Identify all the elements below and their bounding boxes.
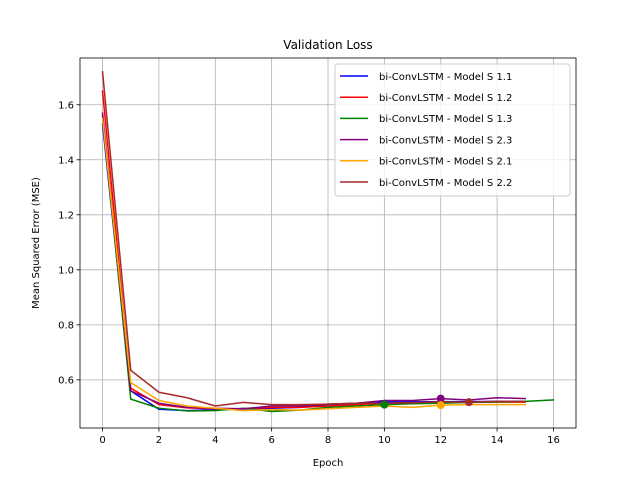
y-tick-label: 1.2 (58, 210, 74, 221)
legend-label-6: bi-ConvLSTM - Model S 2.2 (379, 178, 512, 189)
y-tick-label: 1.4 (58, 155, 74, 166)
chart-title: Validation Loss (283, 38, 372, 52)
legend-label-3: bi-ConvLSTM - Model S 1.3 (379, 114, 512, 125)
legend: bi-ConvLSTM - Model S 1.1 bi-ConvLSTM - M… (334, 63, 571, 197)
legend-label-4: bi-ConvLSTM - Model S 2.3 (379, 135, 512, 146)
x-tick-label: 2 (156, 435, 162, 446)
x-axis-label: Epoch (313, 458, 344, 469)
series-marker-3 (380, 400, 389, 409)
legend-entries: bi-ConvLSTM - Model S 1.1 bi-ConvLSTM - M… (340, 72, 512, 189)
y-axis-ticks: 0.6 0.8 1.0 1.2 1.4 1.6 (58, 100, 80, 386)
y-axis-label: Mean Squared Error (MSE) (31, 177, 42, 309)
y-tick-label: 1.0 (58, 265, 74, 276)
x-tick-label: 14 (491, 435, 504, 446)
series-marker-4 (436, 394, 445, 403)
y-tick-label: 0.8 (58, 320, 74, 331)
x-axis-ticks: 0 2 4 6 8 10 12 14 16 (99, 428, 560, 446)
series-line-5 (101, 117, 527, 412)
legend-label-5: bi-ConvLSTM - Model S 2.1 (379, 157, 512, 168)
x-tick-label: 0 (99, 435, 105, 446)
series-marker-5 (436, 401, 445, 410)
series-marker-6 (464, 398, 473, 407)
legend-label-1: bi-ConvLSTM - Model S 1.1 (379, 72, 512, 83)
y-tick-label: 0.6 (58, 375, 74, 386)
legend-box (334, 63, 571, 197)
series-line-6 (101, 70, 527, 407)
x-tick-label: 10 (378, 435, 391, 446)
x-tick-label: 6 (268, 435, 274, 446)
x-tick-label: 4 (212, 435, 218, 446)
y-tick-label: 1.6 (58, 100, 74, 111)
x-tick-label: 8 (325, 435, 331, 446)
x-tick-label: 12 (434, 435, 447, 446)
legend-label-2: bi-ConvLSTM - Model S 1.2 (379, 93, 512, 104)
series-lines (101, 70, 555, 413)
series-markers (380, 394, 473, 410)
x-tick-label: 16 (547, 435, 560, 446)
